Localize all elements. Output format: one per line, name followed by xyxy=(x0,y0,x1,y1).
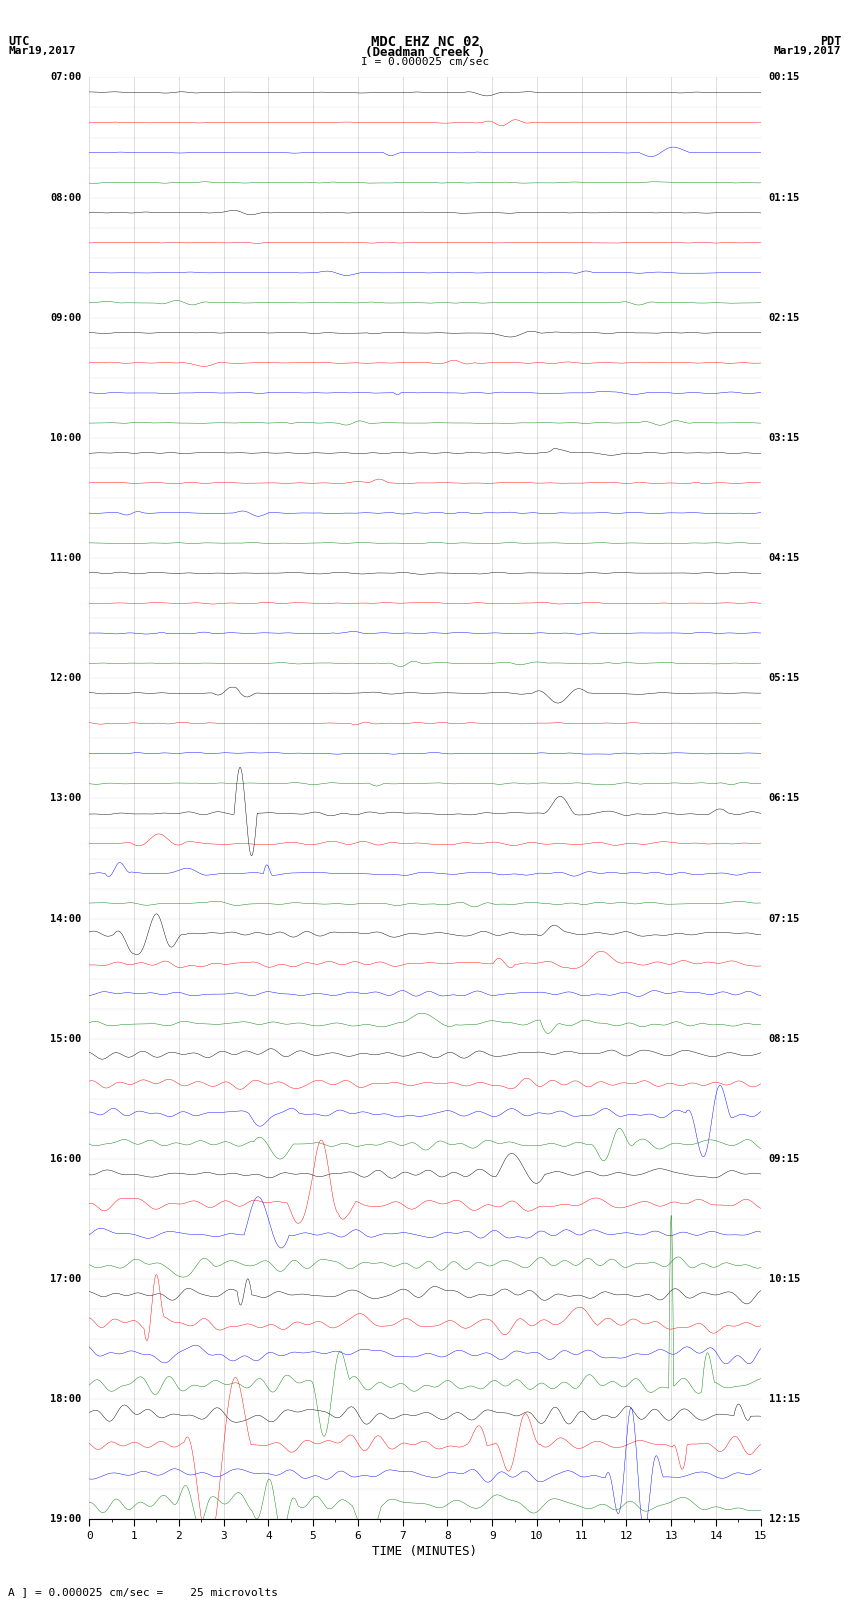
Text: 16:00: 16:00 xyxy=(50,1153,82,1165)
Text: 03:15: 03:15 xyxy=(768,432,800,444)
Text: I = 0.000025 cm/sec: I = 0.000025 cm/sec xyxy=(361,58,489,68)
Text: 12:00: 12:00 xyxy=(50,673,82,684)
Text: 09:15: 09:15 xyxy=(768,1153,800,1165)
Text: PDT: PDT xyxy=(820,35,842,48)
Text: Mar19,2017: Mar19,2017 xyxy=(774,45,842,56)
Text: 05:15: 05:15 xyxy=(768,673,800,684)
Text: 12:15: 12:15 xyxy=(768,1515,800,1524)
Text: 10:00: 10:00 xyxy=(50,432,82,444)
Text: 18:00: 18:00 xyxy=(50,1394,82,1405)
Text: 13:00: 13:00 xyxy=(50,794,82,803)
X-axis label: TIME (MINUTES): TIME (MINUTES) xyxy=(372,1545,478,1558)
Text: A ] = 0.000025 cm/sec =    25 microvolts: A ] = 0.000025 cm/sec = 25 microvolts xyxy=(8,1587,279,1597)
Text: UTC: UTC xyxy=(8,35,30,48)
Text: 11:00: 11:00 xyxy=(50,553,82,563)
Text: Mar19,2017: Mar19,2017 xyxy=(8,45,76,56)
Text: 07:00: 07:00 xyxy=(50,73,82,82)
Text: 14:00: 14:00 xyxy=(50,913,82,924)
Text: 00:15: 00:15 xyxy=(768,73,800,82)
Text: 01:15: 01:15 xyxy=(768,192,800,203)
Text: 08:00: 08:00 xyxy=(50,192,82,203)
Text: 19:00: 19:00 xyxy=(50,1515,82,1524)
Text: MDC EHZ NC 02: MDC EHZ NC 02 xyxy=(371,35,479,48)
Text: 17:00: 17:00 xyxy=(50,1274,82,1284)
Text: (Deadman Creek ): (Deadman Creek ) xyxy=(365,45,485,60)
Text: 02:15: 02:15 xyxy=(768,313,800,323)
Text: 04:15: 04:15 xyxy=(768,553,800,563)
Text: 07:15: 07:15 xyxy=(768,913,800,924)
Text: 06:15: 06:15 xyxy=(768,794,800,803)
Text: 15:00: 15:00 xyxy=(50,1034,82,1044)
Text: 10:15: 10:15 xyxy=(768,1274,800,1284)
Text: 08:15: 08:15 xyxy=(768,1034,800,1044)
Text: 11:15: 11:15 xyxy=(768,1394,800,1405)
Text: 09:00: 09:00 xyxy=(50,313,82,323)
